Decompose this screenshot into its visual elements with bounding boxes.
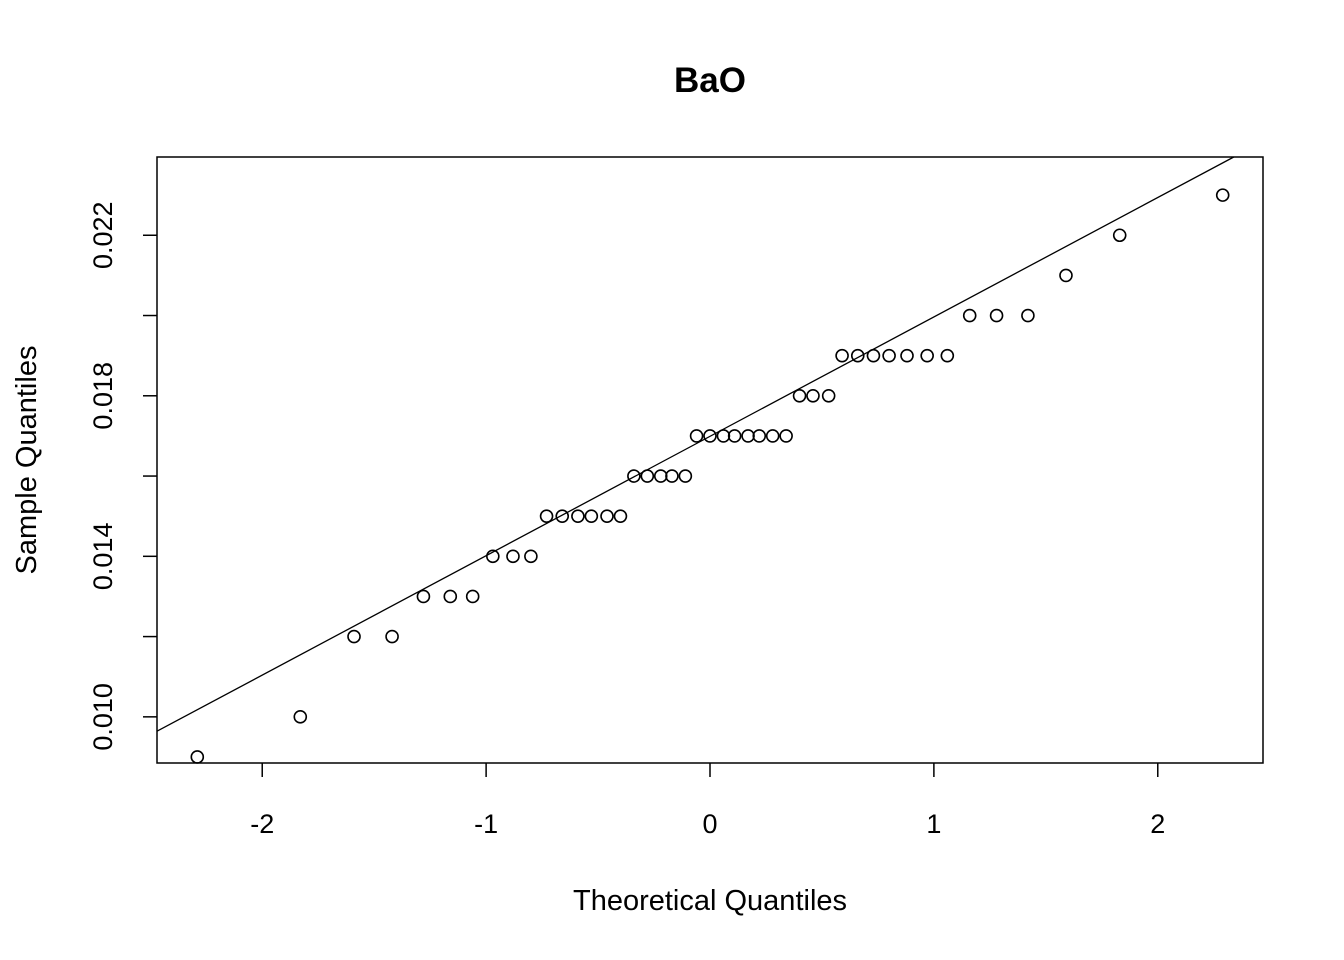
data-point [752, 429, 767, 443]
data-point [821, 388, 836, 403]
y-axis-label: Sample Quantiles [11, 346, 43, 575]
data-point [600, 509, 614, 523]
data-point [882, 348, 896, 363]
data-point [716, 429, 731, 443]
data-point [866, 348, 881, 363]
x-tick-label: -2 [250, 809, 274, 839]
x-axis: -2 -1 0 1 2 [250, 763, 1165, 839]
data-point [465, 589, 480, 604]
data-point [613, 509, 628, 523]
data-point [920, 348, 934, 363]
data-point [555, 509, 570, 523]
data-point [900, 348, 914, 363]
x-tick-label: -1 [474, 809, 498, 839]
data-point [443, 589, 458, 604]
data-point [347, 629, 361, 644]
data-point [792, 388, 807, 403]
data-point [524, 549, 538, 564]
data-point [293, 710, 308, 724]
data-point [1215, 188, 1230, 202]
data-point [385, 629, 399, 644]
data-point [1112, 228, 1127, 243]
data-point [640, 469, 655, 483]
data-point [539, 509, 554, 523]
data-point [850, 348, 865, 363]
data-point [806, 388, 820, 403]
x-axis-label: Theoretical Quantiles [573, 885, 847, 917]
x-tick-label: 0 [702, 809, 717, 839]
data-point [779, 429, 793, 443]
reference-line-layer [156, 156, 1235, 732]
y-axis: 0.010 0.014 0.018 0.022 [88, 201, 157, 751]
data-point [584, 509, 599, 523]
data-point [765, 429, 780, 443]
data-point [741, 429, 755, 443]
qq-reference-line [156, 156, 1235, 732]
x-tick-label: 1 [926, 809, 941, 839]
data-point [627, 469, 641, 483]
data-point [962, 308, 977, 323]
data-point [571, 509, 585, 523]
data-point [506, 549, 520, 564]
y-tick-label: 0.014 [88, 523, 118, 591]
data-point [1021, 308, 1035, 323]
data-point [703, 429, 717, 443]
data-point [486, 549, 500, 564]
data-point [727, 429, 742, 443]
data-point [416, 589, 431, 604]
points-layer [190, 188, 1230, 764]
data-point [1059, 268, 1073, 283]
y-tick-label: 0.010 [88, 683, 118, 751]
chart-title: BaO [674, 61, 746, 100]
data-point [835, 348, 849, 363]
x-tick-label: 2 [1150, 809, 1165, 839]
plot-frame [156, 156, 1264, 764]
y-tick-label: 0.018 [88, 362, 118, 430]
data-point [665, 469, 679, 483]
data-point [940, 348, 955, 363]
data-point [689, 429, 704, 443]
data-point [989, 308, 1004, 323]
data-point [190, 750, 205, 764]
y-tick-label: 0.022 [88, 201, 118, 269]
data-point [678, 469, 693, 483]
data-point [653, 469, 668, 483]
